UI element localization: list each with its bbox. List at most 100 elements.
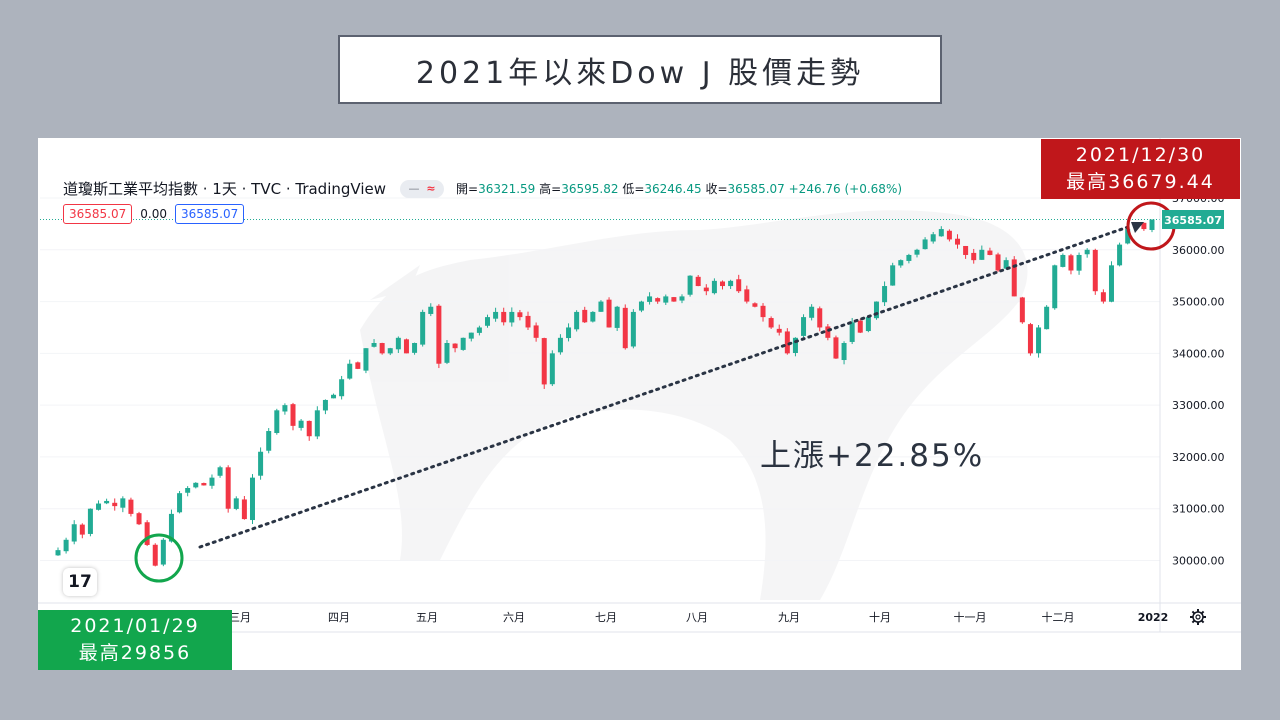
candle-body — [403, 339, 409, 354]
candle-body — [412, 343, 418, 353]
trend-arrow-head — [1131, 222, 1144, 233]
start-date: 2021/01/29 — [70, 615, 200, 637]
candle-body — [1052, 265, 1058, 309]
candle-body — [906, 254, 912, 261]
price-axis[interactable]: 37000.0036000.0035000.0034000.0033000.00… — [1172, 192, 1225, 568]
candle-body — [444, 343, 450, 363]
candle-body — [663, 296, 669, 303]
candle-body — [185, 488, 191, 493]
end-date-badge: 2021/12/30 最高36679.44 — [1041, 139, 1240, 199]
candle-body — [898, 260, 904, 266]
candle-body — [679, 296, 685, 301]
candle-body — [217, 467, 223, 476]
candle-body — [655, 298, 661, 302]
candle-body — [890, 265, 896, 286]
y-tick-label: 34000.00 — [1172, 347, 1225, 360]
indicator-values: 36585.07 0.00 36585.07 — [63, 204, 245, 224]
tradingview-logo[interactable]: 17 — [63, 568, 97, 596]
candle-body — [817, 308, 823, 328]
chart-grid — [40, 197, 1160, 561]
candle-body — [225, 467, 231, 509]
candle-body — [549, 353, 555, 385]
candle-body — [768, 318, 774, 328]
candle-body — [249, 477, 255, 521]
x-tick-label: 四月 — [328, 611, 350, 624]
candle-body — [574, 311, 580, 330]
candle-body — [452, 343, 458, 349]
candle-body — [1036, 327, 1042, 354]
candle-body — [322, 399, 328, 411]
candle-body — [160, 539, 166, 565]
candle-body — [128, 499, 134, 514]
candle-body — [938, 229, 944, 237]
candle-body — [711, 280, 717, 294]
start-date-badge: 2021/01/29 最高29856 — [38, 610, 232, 670]
start-marker-circle — [134, 533, 184, 583]
candle-body — [1068, 255, 1074, 271]
y-tick-label: 30000.00 — [1172, 555, 1225, 568]
last-price-tag — [1162, 210, 1224, 229]
candle-body — [630, 311, 636, 347]
candle-body — [849, 322, 855, 342]
candle-body — [671, 297, 677, 302]
candle-body — [752, 303, 758, 307]
candle-body — [1003, 260, 1009, 269]
candle-body — [1117, 244, 1123, 266]
candle-body — [209, 477, 215, 486]
candle-body — [1149, 219, 1155, 230]
candle-body — [695, 276, 701, 287]
x-tick-label: 八月 — [686, 611, 708, 624]
candle-body — [387, 348, 393, 354]
candle-body — [233, 498, 239, 509]
candle-body — [136, 513, 142, 525]
candle-body — [955, 238, 961, 245]
candle-body — [96, 503, 102, 510]
gain-annotation: 上漲+22.85% — [760, 438, 985, 474]
candle-body — [1125, 229, 1131, 244]
candle-body — [282, 405, 288, 412]
candle-body — [792, 337, 798, 354]
candle-body — [566, 327, 572, 339]
candle-body — [825, 326, 831, 338]
candle-body — [501, 311, 507, 323]
x-tick-label: 六月 — [503, 611, 525, 624]
candle-body — [55, 550, 61, 556]
candle-body — [120, 498, 126, 508]
candle-body — [331, 394, 337, 399]
candle-body — [809, 306, 815, 318]
candle-body — [339, 379, 345, 397]
candle-body — [987, 250, 993, 255]
candle-body — [1092, 249, 1098, 292]
candle-body — [882, 286, 888, 303]
time-axis[interactable]: 三月 四月 五月 六月 七月 八月 九月 十月 十一月 十二月 2022 — [229, 610, 1168, 624]
candle-body — [971, 252, 977, 261]
candle-body — [541, 338, 547, 385]
symbol-title[interactable]: 道瓊斯工業平均指數 · 1天 · TVC · TradingView — [63, 180, 386, 198]
candle-body — [436, 305, 442, 364]
candle-body — [930, 234, 936, 242]
candle-body — [914, 249, 920, 255]
trend-line — [198, 225, 1130, 549]
value-mid: 0.00 — [140, 207, 167, 221]
candle-body — [1027, 324, 1033, 354]
candle-body — [1076, 254, 1082, 271]
candle-body — [71, 524, 77, 542]
y-tick-label: 32000.00 — [1172, 451, 1225, 464]
candle-body — [298, 420, 304, 428]
candle-body — [460, 337, 466, 350]
candle-body — [833, 337, 839, 359]
candle-body — [614, 306, 620, 328]
candle-body — [509, 311, 515, 323]
candle-body — [258, 451, 264, 476]
candle-body — [493, 311, 499, 319]
x-tick-label: 十一月 — [954, 610, 987, 624]
candle-body — [606, 299, 612, 328]
candle-body — [638, 301, 644, 311]
candle-body — [355, 362, 361, 369]
candle-body — [703, 287, 709, 292]
candle-body — [720, 281, 726, 287]
gear-icon[interactable] — [1190, 609, 1206, 625]
candle-body — [963, 245, 969, 255]
visibility-toggle[interactable]: — ≈ — [400, 179, 444, 198]
